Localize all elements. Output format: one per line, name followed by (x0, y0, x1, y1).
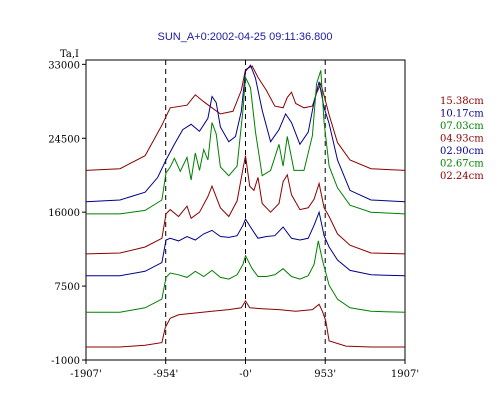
x-tick-label-2: -0' (239, 369, 252, 380)
x-tick-label-3: 953' (314, 369, 336, 380)
legend-entry-6: 02.24cm (440, 171, 484, 182)
x-tick-label-0: -1907' (70, 369, 102, 380)
x-tick-label-1: -954' (153, 369, 178, 380)
y-axis-ticks: 33000 24500 16000 7500 -1000 (48, 60, 86, 367)
legend-entry-4: 02.90cm (440, 146, 484, 157)
chart-title: SUN_A+0:2002-04-25 09:11:36.800 (157, 31, 332, 43)
x-tick-label-4: 1907' (391, 369, 419, 380)
legend-entry-3: 04.93cm (440, 134, 484, 145)
series-line-5 (86, 240, 406, 313)
y-tick-label-1: 24500 (48, 134, 80, 145)
x-axis-ticks: -1907' -954' -0' 953' 1907' (70, 360, 419, 380)
series-line-4 (86, 210, 406, 277)
legend-entry-2: 07.03cm (440, 121, 484, 132)
series-line-2 (86, 70, 406, 215)
y-tick-label-2: 16000 (48, 208, 80, 219)
series-layer (85, 64, 406, 348)
series-line-3 (85, 155, 406, 255)
series-line-1 (85, 64, 406, 203)
y-tick-label-4: -1000 (51, 356, 80, 367)
legend-entry-0: 15.38cm (440, 96, 484, 107)
series-line-0 (85, 65, 406, 171)
y-tick-label-3: 7500 (55, 282, 80, 293)
legend-entry-5: 02.67cm (440, 159, 484, 170)
series-line-6 (86, 299, 405, 348)
legend-entry-1: 10.17cm (440, 109, 484, 120)
y-axis-label: Ta,I (60, 49, 79, 60)
reference-lines (165, 60, 326, 360)
y-tick-label-0: 33000 (48, 60, 80, 71)
